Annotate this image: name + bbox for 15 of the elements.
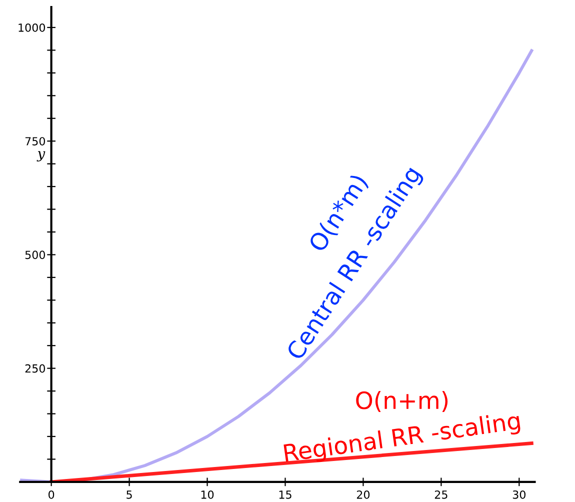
x-tick-label: 0 — [48, 490, 54, 499]
x-tick-label: 10 — [201, 490, 214, 499]
y-tick-label: 250 — [25, 364, 46, 373]
x-tick-label: 30 — [512, 490, 526, 499]
y-tick-label: 750 — [25, 137, 46, 146]
annotation: O(n+m) — [356, 390, 448, 412]
y-tick-label: 1000 — [18, 23, 46, 32]
annotation: Regional RR -scaling — [284, 410, 521, 467]
x-tick-label: 5 — [126, 490, 132, 499]
x-tick-label: 20 — [356, 490, 370, 499]
y-axis-title: y — [36, 151, 46, 162]
x-tick-label: 25 — [434, 490, 448, 499]
x-tick-label: 15 — [279, 490, 292, 499]
line-series — [20, 49, 534, 482]
y-tick-label: 500 — [25, 250, 46, 260]
